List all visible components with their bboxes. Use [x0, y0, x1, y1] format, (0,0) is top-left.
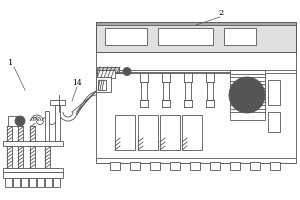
Bar: [268, 80, 280, 105]
Bar: [7, 146, 12, 168]
Bar: [96, 22, 296, 52]
Bar: [3, 172, 63, 178]
Bar: [55, 101, 60, 141]
Circle shape: [15, 116, 25, 126]
Bar: [138, 115, 158, 150]
Bar: [182, 115, 202, 150]
Bar: [3, 141, 63, 146]
Bar: [185, 82, 191, 100]
Bar: [45, 111, 49, 141]
Bar: [7, 126, 12, 141]
Bar: [21, 178, 28, 187]
Text: 2: 2: [218, 9, 223, 17]
Bar: [96, 22, 296, 52]
Circle shape: [125, 70, 129, 73]
Bar: [230, 162, 240, 170]
Bar: [5, 178, 12, 187]
Bar: [110, 162, 120, 170]
Bar: [170, 162, 180, 170]
Bar: [3, 168, 63, 172]
Circle shape: [243, 91, 251, 99]
Bar: [30, 126, 35, 141]
Bar: [30, 146, 35, 168]
Bar: [97, 70, 115, 78]
Circle shape: [17, 118, 22, 123]
Bar: [45, 178, 52, 187]
Bar: [230, 70, 265, 120]
Bar: [53, 178, 60, 187]
Bar: [96, 77, 111, 92]
Bar: [45, 146, 50, 168]
Bar: [105, 28, 147, 45]
Bar: [18, 126, 23, 141]
Bar: [29, 178, 36, 187]
Bar: [190, 162, 200, 170]
Bar: [268, 112, 280, 132]
Bar: [115, 115, 135, 150]
Text: 1: 1: [8, 59, 14, 67]
Bar: [270, 162, 280, 170]
Circle shape: [123, 68, 131, 75]
Bar: [37, 178, 44, 187]
Bar: [141, 82, 147, 100]
Circle shape: [229, 77, 265, 113]
Bar: [97, 67, 119, 73]
Bar: [18, 146, 23, 168]
Bar: [224, 28, 256, 45]
Bar: [96, 158, 296, 163]
Bar: [207, 82, 213, 100]
Bar: [8, 116, 22, 126]
Bar: [96, 52, 296, 160]
Text: 14: 14: [72, 79, 82, 87]
Circle shape: [237, 85, 257, 105]
Bar: [160, 115, 180, 150]
Bar: [13, 178, 20, 187]
Bar: [163, 82, 169, 100]
Bar: [98, 80, 106, 90]
Bar: [130, 162, 140, 170]
Bar: [96, 22, 296, 25]
Bar: [150, 162, 160, 170]
Bar: [50, 100, 65, 105]
Bar: [158, 28, 213, 45]
Bar: [250, 162, 260, 170]
Bar: [210, 162, 220, 170]
